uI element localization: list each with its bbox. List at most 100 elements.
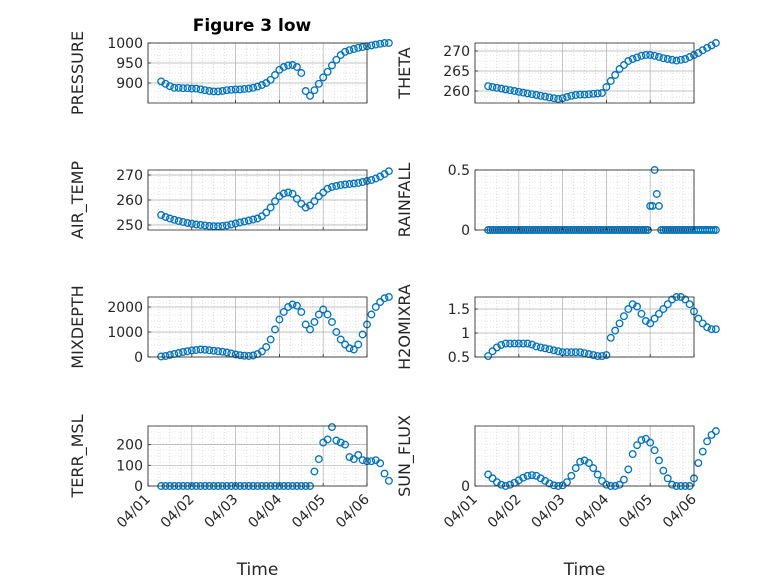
- data-point: [384, 293, 393, 301]
- data-point: [659, 305, 668, 313]
- data-point: [619, 312, 628, 321]
- data-point: [323, 67, 332, 76]
- subplot-2: 260 265 270 THETA: [395, 39, 720, 104]
- data-point: [367, 176, 376, 184]
- data-point: [306, 91, 315, 100]
- data-point: [646, 319, 655, 328]
- data-point: [598, 89, 606, 97]
- y-axis-label: AIR_TEMP: [68, 161, 88, 239]
- data-point: [288, 61, 297, 69]
- data-point: [637, 309, 646, 318]
- data-point: [641, 51, 650, 59]
- data-point: [292, 194, 301, 203]
- data-point: [376, 172, 385, 181]
- data-point: [519, 473, 528, 482]
- data-point: [341, 180, 350, 189]
- data-point: [332, 328, 341, 336]
- data-point: [698, 46, 707, 55]
- data-point: [567, 471, 576, 480]
- data-point: [244, 352, 253, 360]
- data-point: [354, 43, 363, 52]
- data-point: [367, 310, 376, 319]
- data-point: [262, 208, 271, 217]
- data-point: [354, 179, 363, 187]
- data-point: [668, 295, 677, 304]
- data-point: [266, 335, 275, 344]
- data-point: [266, 75, 275, 84]
- data-point: [349, 179, 358, 188]
- data-point: [345, 180, 354, 188]
- data-point: [711, 226, 720, 234]
- data-point: [279, 189, 288, 198]
- data-point: [593, 352, 602, 360]
- data-point: [288, 189, 297, 198]
- data-point: [384, 476, 393, 485]
- data-point: [698, 447, 707, 456]
- series-points: [157, 293, 393, 361]
- axes-box: [474, 42, 695, 104]
- data-point: [271, 197, 279, 206]
- data-point: [345, 453, 354, 461]
- data-point: [488, 83, 497, 91]
- data-point: [711, 39, 720, 47]
- data-point: [284, 61, 293, 70]
- data-point: [192, 346, 201, 354]
- data-point: [253, 214, 262, 223]
- data-point: [161, 79, 170, 88]
- data-point: [707, 430, 716, 439]
- grid: [147, 426, 368, 487]
- data-point: [314, 310, 323, 319]
- data-point: [655, 309, 663, 318]
- data-point: [170, 215, 179, 224]
- grid: [147, 297, 368, 358]
- data-point: [306, 325, 315, 334]
- data-point: [183, 219, 192, 227]
- data-point: [711, 325, 720, 334]
- data-point: [354, 340, 363, 349]
- data-point: [488, 347, 497, 356]
- data-point: [187, 346, 196, 355]
- data-point: [602, 480, 611, 489]
- data-point: [703, 43, 712, 52]
- data-point: [694, 314, 703, 323]
- data-point: [593, 470, 602, 479]
- data-point: [345, 344, 354, 353]
- data-point: [602, 351, 611, 360]
- data-point: [637, 436, 646, 444]
- y-tick-label: 250: [116, 218, 143, 234]
- data-point: [200, 86, 209, 95]
- data-point: [165, 351, 174, 359]
- data-point: [380, 294, 389, 303]
- data-point: [319, 305, 328, 314]
- data-point: [284, 188, 293, 197]
- data-point: [655, 456, 663, 465]
- data-point: [328, 423, 336, 431]
- data-point: [668, 55, 677, 64]
- data-point: [222, 348, 231, 357]
- data-point: [536, 343, 545, 352]
- data-point: [367, 41, 376, 50]
- data-point: [646, 202, 655, 210]
- y-axis-label: MIXDEPTH: [68, 285, 87, 368]
- data-point: [655, 53, 663, 61]
- y-axis-label: H2OMIXRA: [395, 284, 414, 370]
- data-point: [602, 83, 611, 91]
- subplot-6: 0.5 1 1.5 H2OMIXRA: [395, 284, 720, 370]
- data-point: [170, 83, 179, 92]
- y-tick-label: 2000: [107, 300, 143, 316]
- y-tick-label: 260: [116, 193, 143, 209]
- data-point: [668, 480, 677, 489]
- y-tick-label: 1: [461, 326, 470, 342]
- data-point: [492, 343, 501, 352]
- data-point: [271, 325, 279, 334]
- data-point: [257, 81, 266, 89]
- data-point: [214, 222, 223, 231]
- data-point: [319, 73, 328, 82]
- data-point: [196, 345, 205, 354]
- data-point: [209, 222, 218, 231]
- axes-box: [147, 425, 368, 487]
- data-point: [301, 320, 310, 329]
- data-point: [523, 339, 532, 348]
- data-point: [354, 451, 363, 459]
- data-point: [532, 91, 541, 99]
